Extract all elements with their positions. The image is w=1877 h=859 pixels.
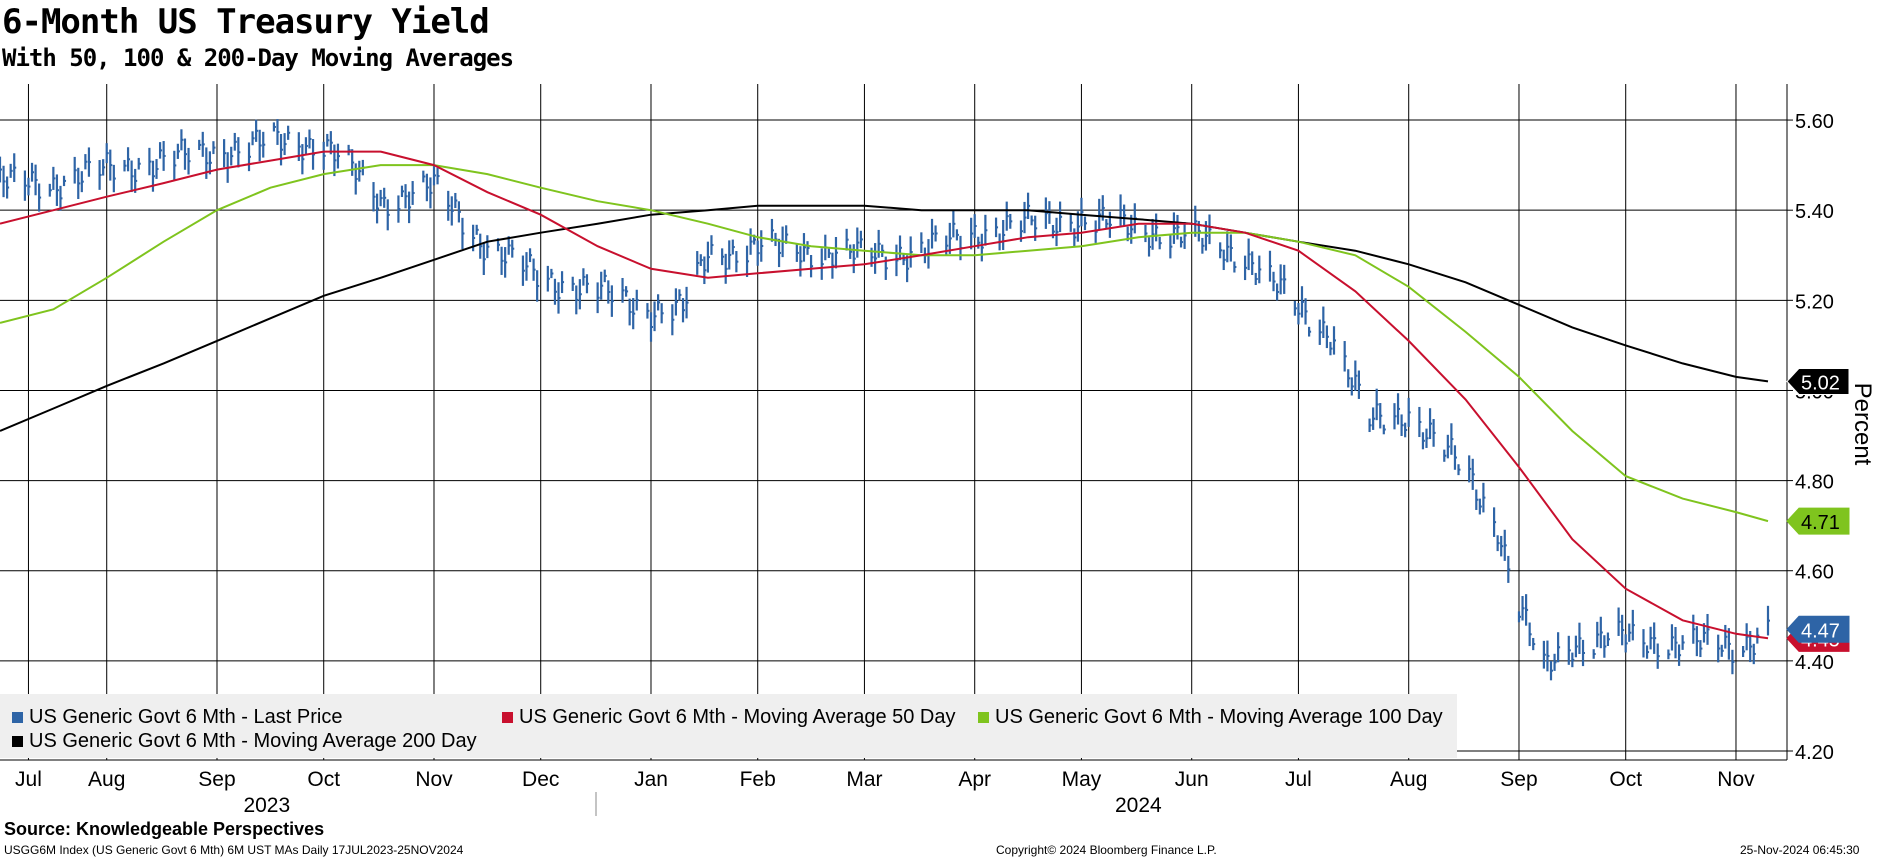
copyright: Copyright© 2024 Bloomberg Finance L.P. [996, 843, 1217, 857]
last-price-value-text: 4.47 [1801, 620, 1840, 642]
legend-item-ma100: US Generic Govt 6 Mth - Moving Average 1… [978, 706, 1443, 729]
timestamp: 25-Nov-2024 06:45:30 [1740, 843, 1860, 857]
x-tick-label: Oct [307, 768, 340, 791]
x-tick-label: Mar [846, 768, 882, 791]
chart-title: 6-Month US Treasury Yield [2, 2, 490, 42]
ma100-last-value-text: 4.71 [1801, 512, 1840, 534]
x-tick-label: Dec [522, 768, 559, 791]
ma100-line [0, 164, 1769, 523]
y-tick-label: 4.40 [1795, 652, 1834, 674]
x-tick-label: Jul [15, 768, 42, 791]
ma50-line [0, 150, 1769, 640]
ma200-line [0, 204, 1769, 432]
legend-swatch-last-price [12, 712, 23, 723]
legend: US Generic Govt 6 Mth - Last Price US Ge… [0, 694, 1457, 758]
legend-item-last-price: US Generic Govt 6 Mth - Last Price [12, 706, 342, 729]
x-tick-label: May [1062, 768, 1102, 791]
x-tick-label: Nov [1717, 768, 1755, 791]
legend-label-last-price: US Generic Govt 6 Mth - Last Price [29, 706, 343, 728]
y-tick-label: 4.60 [1795, 562, 1834, 584]
x-tick-label: Aug [88, 768, 125, 791]
ma200-last-value-bg [1786, 367, 1850, 395]
y-tick-label: 5.60 [1795, 111, 1834, 133]
source-note: Source: Knowledgeable Perspectives [4, 819, 325, 839]
ma200-last-value-text: 5.02 [1801, 372, 1840, 394]
y-axis-label: Percent [1849, 382, 1876, 466]
legend-swatch-ma50 [502, 712, 513, 723]
x-tick-label: Jul [1285, 768, 1312, 791]
legend-label-ma50: US Generic Govt 6 Mth - Moving Average 5… [519, 706, 956, 728]
y-tick-label: 4.80 [1795, 472, 1834, 494]
legend-label-ma200: US Generic Govt 6 Mth - Moving Average 2… [29, 730, 477, 752]
x-tick-label: Sep [1500, 768, 1537, 791]
legend-swatch-ma200 [12, 736, 23, 747]
x-tick-label: Jun [1175, 768, 1209, 791]
x-tick-label: Sep [198, 768, 235, 791]
x-tick-label: Oct [1609, 768, 1642, 791]
legend-item-ma200: US Generic Govt 6 Mth - Moving Average 2… [12, 730, 477, 753]
last-price-value-bg [1786, 615, 1850, 643]
chart-subtitle: With 50, 100 & 200-Day Moving Averages [2, 44, 514, 72]
y-tick-label: 5.20 [1795, 291, 1834, 313]
legend-label-ma100: US Generic Govt 6 Mth - Moving Average 1… [995, 706, 1443, 728]
ma100-last-value-bg [1786, 507, 1850, 535]
year-label: 2023 [243, 794, 290, 817]
x-tick-label: Apr [958, 768, 991, 791]
x-tick-label: Feb [740, 768, 776, 791]
y-tick-label: 4.20 [1795, 742, 1834, 764]
index-info: USGG6M Index (US Generic Govt 6 Mth) 6M … [4, 843, 464, 857]
legend-swatch-ma100 [978, 712, 989, 723]
x-tick-label: Nov [415, 768, 453, 791]
x-tick-label: Aug [1390, 768, 1427, 791]
legend-item-ma50: US Generic Govt 6 Mth - Moving Average 5… [502, 706, 956, 729]
y-tick-label: 5.40 [1795, 201, 1834, 223]
year-label: 2024 [1115, 794, 1162, 817]
x-tick-label: Jan [634, 768, 668, 791]
